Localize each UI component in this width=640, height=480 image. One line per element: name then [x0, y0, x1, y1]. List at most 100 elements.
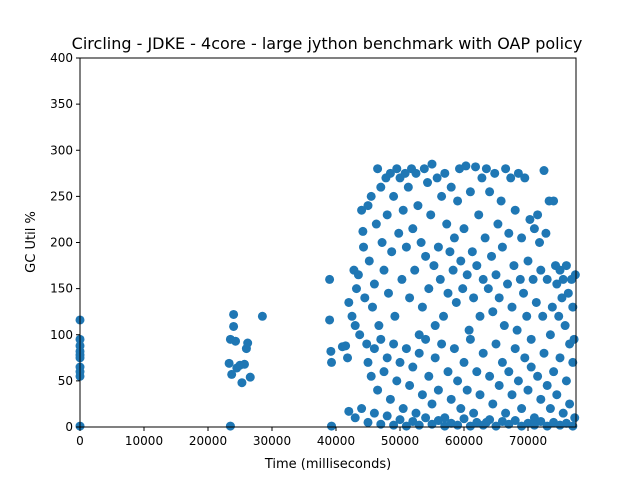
data-point	[360, 293, 370, 303]
data-point	[474, 210, 484, 220]
data-point	[531, 297, 541, 307]
data-point	[557, 293, 567, 303]
data-point	[494, 293, 504, 303]
data-point	[400, 168, 410, 178]
data-point	[506, 173, 516, 183]
data-point	[395, 415, 405, 425]
data-point	[449, 344, 459, 354]
data-point	[344, 406, 354, 416]
data-point	[350, 321, 360, 331]
y-tick-label: 150	[50, 282, 73, 296]
data-point	[426, 210, 436, 220]
data-point	[362, 339, 372, 349]
data-point	[539, 166, 549, 176]
data-point	[512, 325, 522, 335]
data-point	[363, 417, 373, 427]
data-point	[403, 182, 413, 192]
data-point	[487, 251, 497, 261]
data-point	[414, 348, 424, 358]
data-point	[414, 420, 424, 430]
data-point	[427, 399, 437, 409]
y-tick-label: 300	[50, 143, 73, 157]
data-point	[475, 311, 485, 321]
data-point	[243, 338, 253, 348]
data-point	[504, 367, 514, 377]
data-point	[568, 421, 578, 431]
data-point	[477, 173, 487, 183]
data-point	[424, 284, 434, 294]
data-point	[369, 279, 379, 289]
data-point	[456, 256, 466, 266]
data-point	[458, 284, 468, 294]
data-point	[453, 376, 463, 386]
data-point	[496, 196, 506, 206]
data-point	[430, 321, 440, 331]
data-point	[427, 159, 437, 169]
x-tick-label: 50000	[381, 434, 419, 448]
data-point	[389, 339, 399, 349]
data-point	[355, 330, 365, 340]
data-point	[437, 191, 447, 201]
data-point	[565, 399, 575, 409]
data-point	[509, 261, 519, 271]
data-point	[475, 390, 485, 400]
data-point	[510, 344, 520, 354]
data-point	[366, 371, 376, 381]
data-point	[416, 238, 426, 247]
data-point	[376, 419, 386, 429]
data-point	[435, 274, 445, 284]
x-tick-label: 30000	[253, 434, 291, 448]
data-point	[469, 293, 479, 303]
y-tick-label: 50	[58, 374, 73, 388]
data-point	[229, 321, 239, 331]
data-point	[377, 238, 387, 247]
data-point	[552, 279, 562, 289]
data-point	[467, 247, 477, 257]
data-point	[453, 196, 463, 206]
data-point	[257, 311, 267, 321]
data-point	[366, 191, 376, 201]
y-axis: 0 50 100 150 200 250 300 350 400	[50, 51, 80, 434]
data-point	[558, 408, 568, 418]
data-point	[424, 371, 434, 381]
data-point	[440, 168, 450, 178]
data-point	[443, 288, 453, 298]
data-point	[430, 353, 440, 363]
data-point	[344, 297, 354, 307]
data-point	[517, 233, 527, 243]
data-point	[485, 415, 495, 425]
data-point	[552, 390, 562, 400]
data-point	[485, 187, 495, 197]
data-point	[478, 348, 488, 358]
data-point	[542, 380, 552, 390]
data-point	[563, 288, 573, 298]
data-point	[371, 219, 381, 229]
data-point	[353, 270, 363, 280]
data-point	[389, 191, 399, 201]
data-point	[485, 371, 495, 381]
data-point	[464, 325, 474, 335]
data-point	[383, 288, 393, 298]
data-point	[357, 205, 367, 215]
data-point	[513, 168, 523, 178]
data-point	[491, 421, 501, 431]
data-point	[364, 256, 374, 266]
data-point	[526, 334, 536, 344]
data-point	[520, 353, 530, 363]
data-point	[358, 226, 368, 236]
data-point	[507, 302, 517, 312]
data-point	[379, 367, 389, 377]
data-point	[523, 385, 533, 395]
data-point	[363, 201, 373, 211]
x-axis: 0 10000 20000 30000 40000 50000 60000 70000	[76, 427, 547, 448]
data-point	[459, 357, 469, 367]
y-tick-label: 200	[50, 236, 73, 250]
data-point	[343, 353, 353, 363]
data-point	[341, 341, 351, 351]
data-point	[419, 164, 429, 174]
data-point	[570, 270, 580, 280]
data-point	[350, 413, 360, 423]
y-tick-label: 0	[65, 420, 73, 434]
data-point	[411, 168, 421, 178]
data-point	[363, 357, 373, 367]
